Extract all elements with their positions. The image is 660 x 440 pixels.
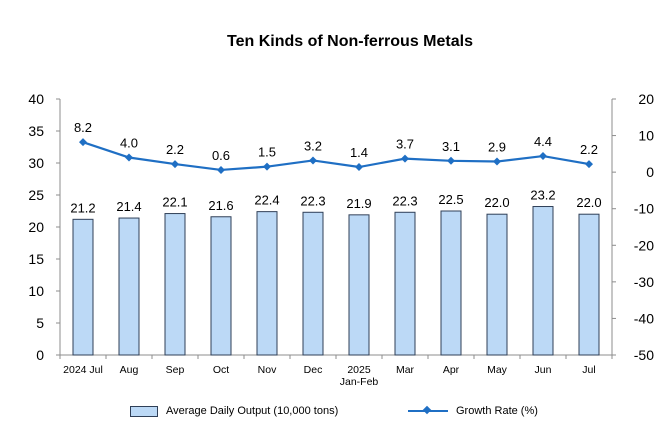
x-tick-label: Oct [213, 364, 229, 376]
x-tick-label: Jun [535, 364, 552, 376]
x-tick-label: Aug [120, 364, 139, 376]
growth-rate-point [171, 160, 179, 169]
y-left-tick-label: 30 [28, 155, 44, 171]
line-data-label: 0.6 [212, 148, 230, 163]
y-right-tick-label: -30 [634, 274, 654, 290]
legend-line-swatch [408, 405, 448, 416]
y-right-tick-label: 0 [646, 164, 654, 180]
growth-rate-point [355, 163, 363, 172]
x-tick-label: Sep [166, 364, 185, 376]
bar [394, 211, 416, 356]
bar [348, 214, 370, 356]
bar [578, 213, 600, 356]
growth-rate-point [585, 160, 593, 169]
bar [210, 216, 232, 356]
legend-label-bars: Average Daily Output (10,000 tons) [166, 405, 339, 417]
bar-data-label: 21.6 [208, 198, 233, 213]
y-right-tick-label: -20 [634, 237, 654, 253]
line-data-label: 2.2 [580, 142, 598, 157]
line-data-label: 3.7 [396, 137, 414, 152]
growth-rate-point [263, 162, 271, 171]
y-right-tick-label: 20 [638, 91, 654, 107]
y-right-tick-label: -50 [634, 347, 654, 363]
growth-rate-point [401, 154, 409, 163]
growth-rate-line [82, 141, 590, 172]
legend-bar-swatch [130, 405, 158, 417]
bar-data-label: 21.4 [116, 199, 141, 214]
growth-rate-point [309, 156, 317, 165]
x-tick-label: Mar [396, 364, 415, 376]
bar-data-label: 22.5 [438, 192, 463, 207]
growth-rate-point [447, 156, 455, 165]
line-data-label: 3.1 [442, 139, 460, 154]
bar-data-label: 21.2 [70, 200, 95, 215]
bar [532, 206, 554, 356]
legend-item-line: Growth Rate (%) [408, 405, 538, 417]
line-data-label: 2.2 [166, 142, 184, 157]
legend-item-bars: Average Daily Output (10,000 tons) [130, 405, 338, 417]
x-tick-label: Nov [258, 364, 277, 376]
line-data-label: 1.4 [350, 145, 368, 160]
growth-rate-point [493, 157, 501, 166]
line-data-label: 4.4 [534, 134, 552, 149]
legend-label-line: Growth Rate (%) [456, 405, 538, 417]
x-tick-label: Jul [582, 364, 595, 376]
bar-data-label: 23.2 [530, 188, 555, 203]
y-right-tick-label: -10 [634, 201, 654, 217]
y-right-tick-label: -40 [634, 310, 654, 326]
growth-rate-point [539, 152, 547, 161]
line-data-label: 4.0 [120, 136, 138, 151]
y-left-tick-label: 20 [28, 219, 44, 235]
bar [440, 210, 462, 356]
bar [256, 211, 278, 356]
bar [72, 218, 94, 356]
y-left-tick-label: 35 [28, 123, 44, 139]
growth-rate-point [217, 165, 225, 174]
bar-data-label: 21.9 [346, 196, 371, 211]
x-tick-label: 2024 Jul [63, 364, 103, 376]
y-left-tick-label: 5 [36, 315, 44, 331]
x-tick-label: Jan-Feb [340, 376, 379, 388]
bar-data-label: 22.0 [484, 195, 509, 210]
y-left-tick-label: 15 [28, 251, 44, 267]
x-tick-label: 2025 [347, 364, 371, 376]
bar [164, 213, 186, 356]
x-tick-label: Dec [304, 364, 323, 376]
bar [302, 211, 324, 356]
y-left-tick-label: 0 [36, 347, 44, 363]
line-data-label: 2.9 [488, 140, 506, 155]
y-left-tick-label: 40 [28, 91, 44, 107]
y-left-tick-label: 10 [28, 283, 44, 299]
y-right-tick-label: 10 [638, 128, 654, 144]
bar [118, 217, 140, 356]
y-left-tick-label: 25 [28, 187, 44, 203]
growth-rate-point [125, 153, 133, 162]
line-data-label: 1.5 [258, 145, 276, 160]
bar-data-label: 22.3 [392, 193, 417, 208]
growth-rate-point [79, 138, 87, 147]
bar-data-label: 22.3 [300, 193, 325, 208]
bar-data-label: 22.1 [162, 195, 187, 210]
line-data-label: 3.2 [304, 138, 322, 153]
bar-data-label: 22.4 [254, 193, 279, 208]
bar [486, 213, 508, 356]
bar-data-label: 22.0 [576, 195, 601, 210]
line-data-label: 8.2 [74, 120, 92, 135]
x-tick-label: Apr [443, 364, 460, 376]
chart-title: Ten Kinds of Non-ferrous Metals [227, 33, 473, 50]
x-tick-label: May [487, 364, 508, 376]
